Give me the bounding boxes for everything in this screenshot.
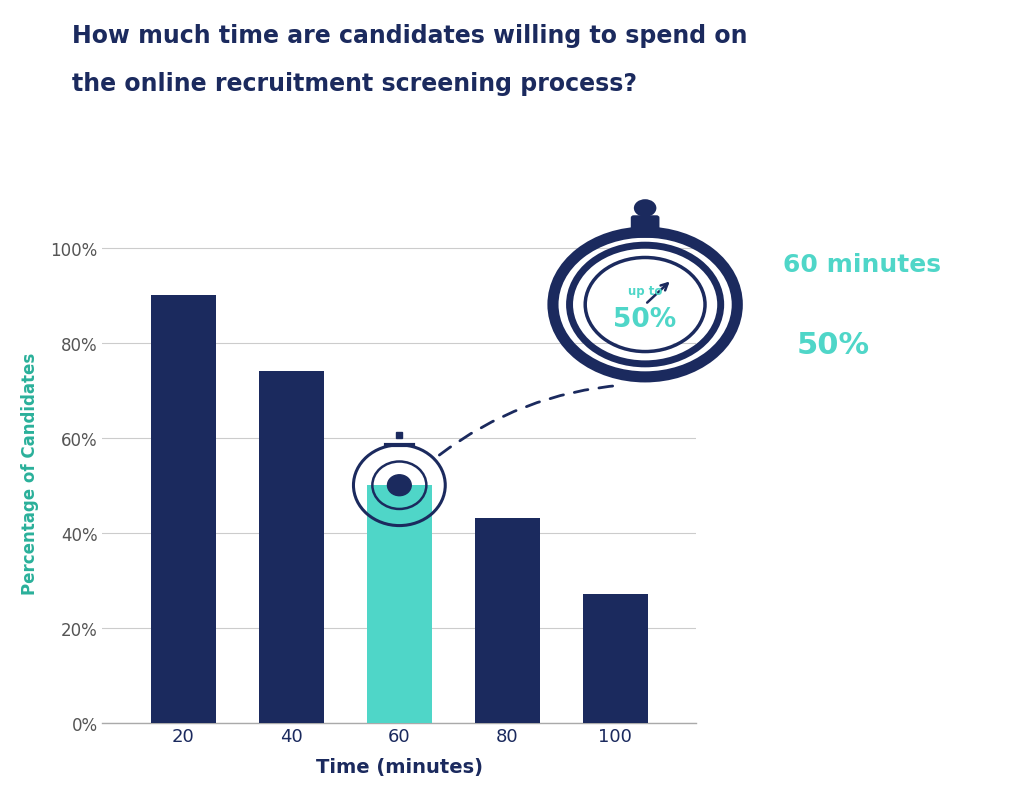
Bar	[475, 519, 540, 723]
Circle shape	[634, 200, 656, 218]
FancyBboxPatch shape	[631, 216, 659, 238]
Y-axis label: Percentage of Candidates: Percentage of Candidates	[22, 353, 39, 595]
Text: How much time are candidates willing to spend on: How much time are candidates willing to …	[72, 24, 748, 48]
Circle shape	[588, 260, 702, 350]
Bar	[259, 372, 324, 723]
Bar	[583, 595, 648, 723]
Bar	[151, 296, 216, 723]
Text: 50%: 50%	[613, 307, 677, 332]
Text: the online recruitment screening process?: the online recruitment screening process…	[72, 72, 637, 96]
Text: 60 minutes: 60 minutes	[783, 253, 941, 277]
Circle shape	[387, 475, 412, 496]
Bar	[367, 486, 432, 723]
X-axis label: Time (minutes): Time (minutes)	[315, 756, 483, 776]
Text: up to: up to	[628, 284, 663, 297]
Text: 50%: 50%	[797, 331, 869, 360]
